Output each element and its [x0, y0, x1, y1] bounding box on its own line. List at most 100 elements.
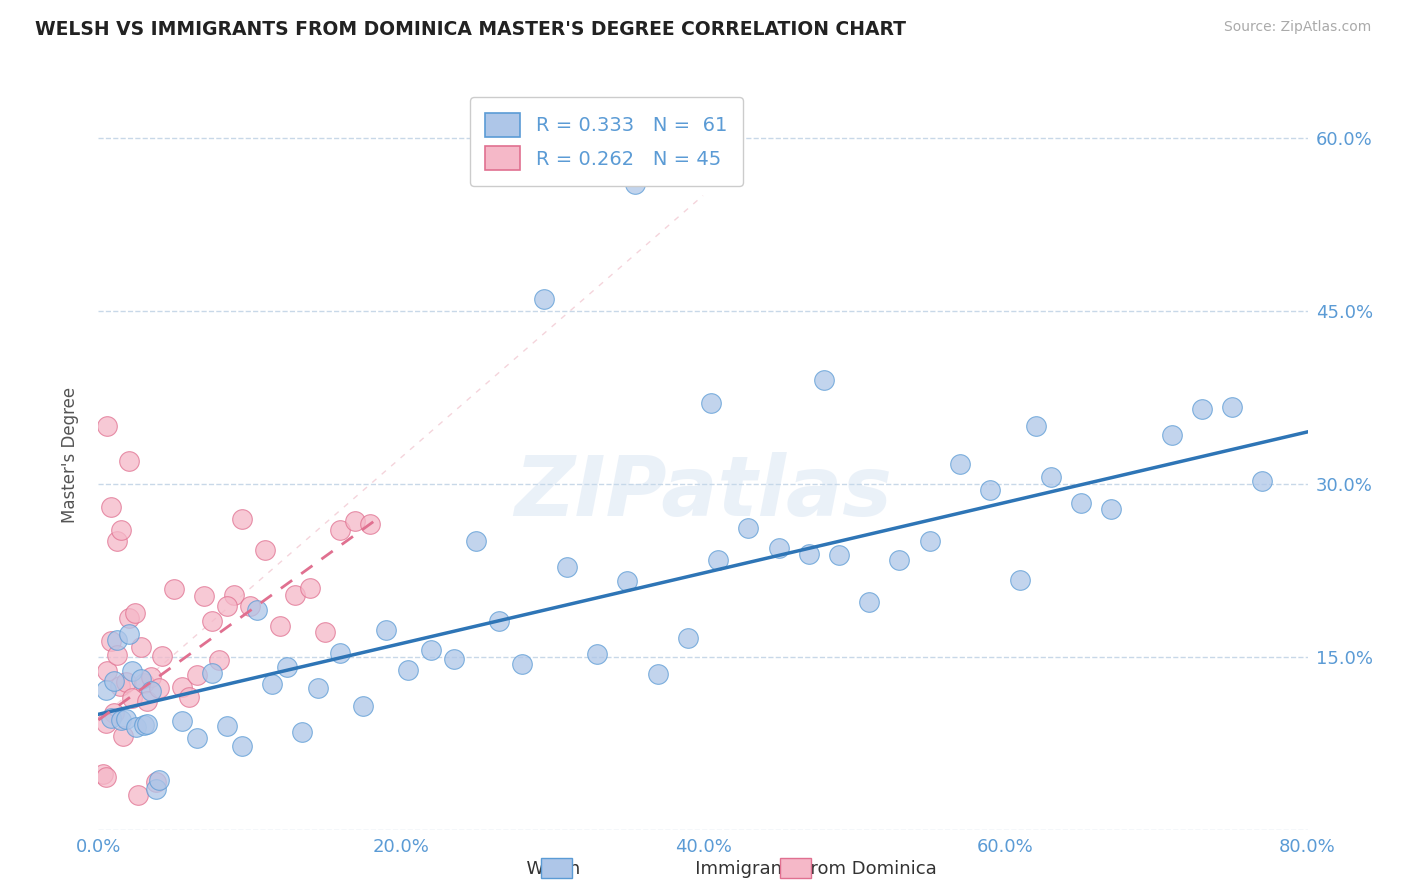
Point [132, 675, 155, 690]
Point [533, 293, 555, 307]
Point [253, 542, 276, 557]
Point [150, 648, 173, 663]
Point [100, 634, 122, 648]
Point [193, 589, 215, 603]
Point [299, 581, 322, 595]
Point [1220, 400, 1243, 414]
Point [239, 599, 262, 613]
Point [141, 670, 163, 684]
Point [96, 419, 118, 434]
Point [1191, 402, 1213, 417]
Legend: R = 0.333   N =  61, R = 0.262   N = 45: R = 0.333 N = 61, R = 0.262 N = 45 [470, 97, 742, 186]
Point [344, 514, 367, 528]
Point [510, 657, 533, 672]
Point [555, 560, 578, 574]
Point [208, 653, 231, 667]
Point [94, 682, 117, 697]
Point [918, 534, 941, 549]
Point [108, 679, 131, 693]
Point [647, 667, 669, 681]
Point [676, 631, 699, 645]
Point [707, 553, 730, 567]
Point [135, 694, 157, 708]
Point [129, 673, 152, 687]
Point [443, 652, 465, 666]
Point [100, 711, 122, 725]
Point [94, 770, 117, 784]
Point [699, 396, 721, 410]
Point [163, 582, 186, 596]
Point [813, 373, 835, 387]
Point [797, 547, 820, 561]
Point [127, 788, 149, 802]
Point [307, 681, 329, 696]
Point [360, 516, 382, 531]
Point [110, 713, 132, 727]
Point [889, 553, 911, 567]
Point [624, 177, 647, 191]
Point [118, 611, 141, 625]
Point [1024, 419, 1046, 434]
Point [465, 533, 488, 548]
Text: Source: ZipAtlas.com: Source: ZipAtlas.com [1223, 20, 1371, 34]
Point [329, 646, 352, 660]
Point [396, 663, 419, 677]
Text: Welsh                    Immigrants from Dominica: Welsh Immigrants from Dominica [470, 860, 936, 878]
Point [262, 677, 284, 691]
Point [616, 574, 638, 588]
Point [105, 648, 128, 662]
Point [186, 731, 208, 745]
Point [125, 720, 148, 734]
Point [145, 774, 167, 789]
Point [129, 640, 152, 654]
Point [828, 548, 851, 562]
Point [145, 782, 167, 797]
Point [179, 690, 201, 704]
Point [979, 483, 1001, 498]
Point [269, 618, 291, 632]
Point [201, 614, 224, 628]
Point [1251, 474, 1274, 488]
Point [374, 623, 396, 637]
Point [231, 739, 253, 753]
Point [118, 627, 141, 641]
Point [768, 541, 790, 555]
Point [170, 714, 193, 728]
Point [141, 683, 163, 698]
Point [91, 767, 114, 781]
Point [103, 673, 125, 688]
Point [135, 717, 157, 731]
Y-axis label: Master's Degree: Master's Degree [60, 387, 79, 523]
Point [215, 719, 238, 733]
Point [114, 712, 136, 726]
Point [352, 698, 374, 713]
Point [1039, 470, 1062, 484]
Point [1010, 573, 1032, 587]
Point [586, 647, 609, 661]
Point [114, 674, 136, 689]
Point [124, 606, 146, 620]
Point [96, 665, 118, 679]
Point [488, 615, 510, 629]
Point [111, 729, 134, 743]
Point [291, 725, 314, 739]
Point [94, 715, 117, 730]
Text: WELSH VS IMMIGRANTS FROM DOMINICA MASTER'S DEGREE CORRELATION CHART: WELSH VS IMMIGRANTS FROM DOMINICA MASTER… [35, 20, 905, 38]
Point [284, 588, 307, 602]
Point [420, 643, 443, 657]
Point [121, 664, 143, 678]
Point [170, 680, 193, 694]
Point [148, 681, 170, 695]
Point [110, 523, 132, 537]
Point [246, 602, 269, 616]
Point [949, 458, 972, 472]
Point [858, 595, 880, 609]
Point [103, 706, 125, 720]
Text: ZIPatlas: ZIPatlas [515, 452, 891, 533]
Point [105, 632, 128, 647]
Point [100, 500, 122, 514]
Point [186, 668, 208, 682]
Point [737, 521, 759, 535]
Point [121, 690, 143, 705]
Point [118, 453, 141, 467]
